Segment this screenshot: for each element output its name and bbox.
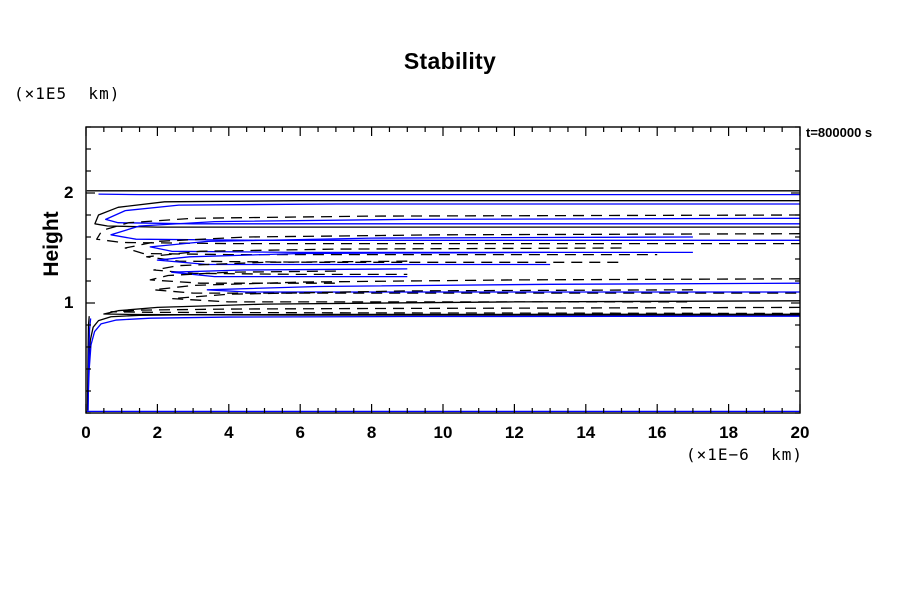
contour-line — [153, 260, 408, 276]
x-tick-label: 14 — [576, 423, 596, 442]
x-tick-label: 18 — [719, 423, 739, 442]
x-tick-label: 8 — [366, 423, 377, 442]
x-tick-label: 2 — [152, 423, 163, 442]
contour-line — [149, 270, 336, 284]
y-tick-label: 2 — [64, 183, 74, 202]
time-annotation: t=800000 s — [806, 125, 873, 140]
contour-line — [206, 282, 800, 293]
contour-line — [87, 315, 800, 408]
contour-line — [171, 289, 693, 303]
contour-line — [94, 200, 800, 228]
plot-frame — [85, 126, 801, 414]
contour-line — [124, 233, 800, 256]
contour-line — [149, 236, 693, 254]
contour-line — [87, 313, 800, 403]
x-tick-label: 10 — [433, 423, 453, 442]
x-tick-label: 4 — [224, 423, 234, 442]
contour-line — [153, 278, 800, 294]
x-tick-label: 16 — [647, 423, 667, 442]
contour-line — [98, 193, 800, 196]
x-tick-label: 20 — [790, 423, 810, 442]
contour-line — [87, 318, 92, 411]
x-tick-label: 12 — [504, 423, 524, 442]
page-title: Stability — [403, 48, 497, 74]
contour-line — [96, 214, 800, 245]
contour-line — [156, 251, 551, 266]
y-axis-unit-label: (×1E5 km) — [14, 84, 121, 103]
axis-ticks — [85, 126, 801, 414]
x-tick-label: 6 — [295, 423, 305, 442]
contour-line — [110, 306, 800, 315]
contour-line — [104, 203, 800, 225]
x-axis-unit-label: (×1E−6 km) — [686, 445, 803, 464]
contour-line — [171, 268, 408, 278]
y-tick-label: 1 — [64, 293, 74, 312]
contour-line — [110, 217, 800, 241]
x-tick-label: 0 — [81, 423, 91, 442]
